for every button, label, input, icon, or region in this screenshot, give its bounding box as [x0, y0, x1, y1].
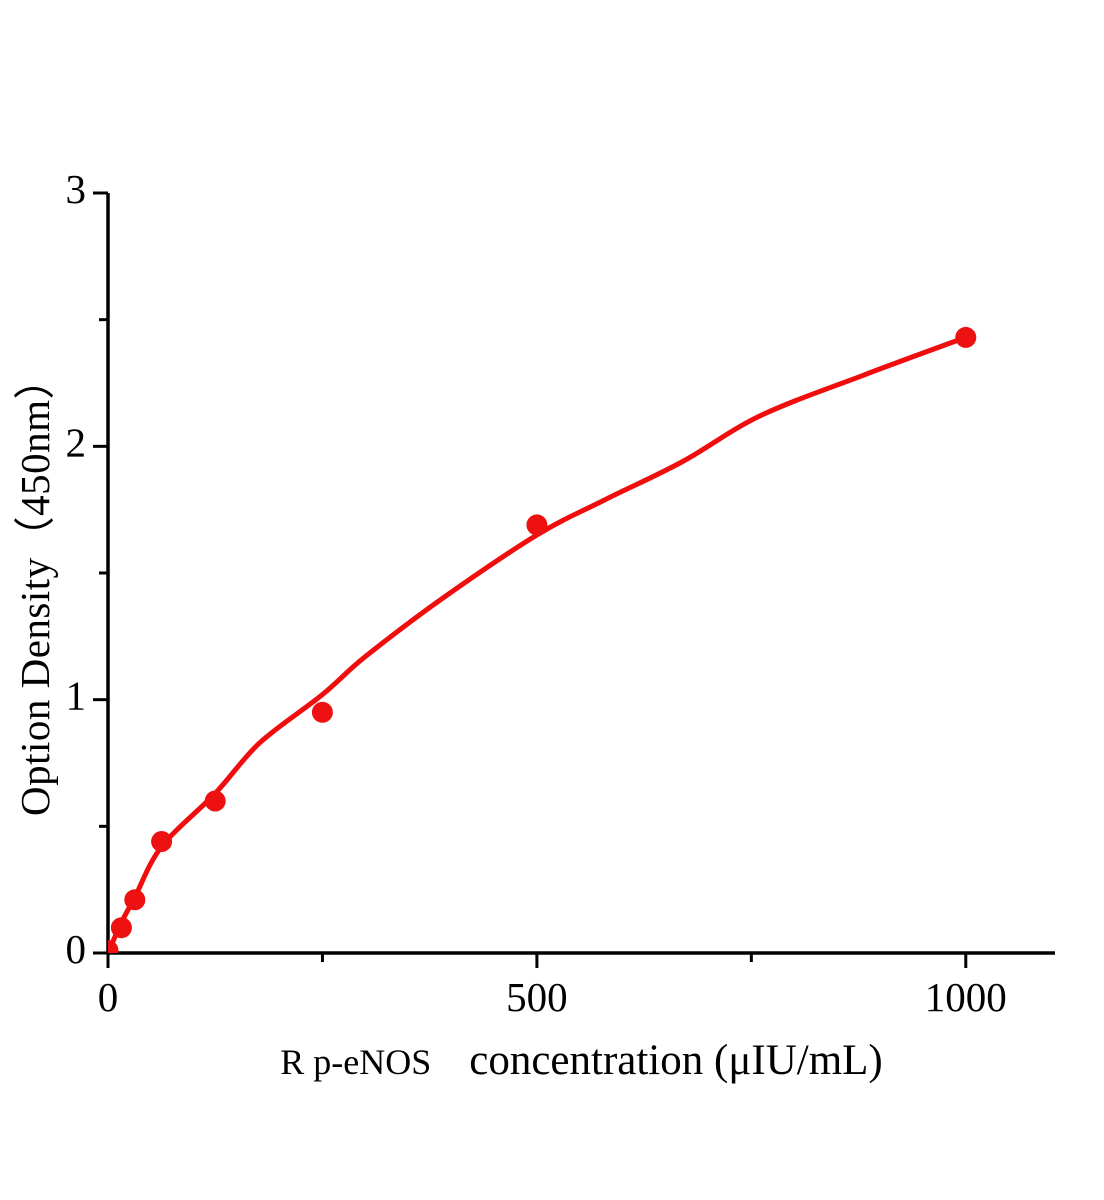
y-tick-label-2: 2	[66, 419, 87, 465]
x-axis-title-main: concentration (μIU/mL)	[469, 1037, 883, 1084]
data-point-x1000	[955, 326, 977, 348]
x-tick-label-0: 0	[98, 974, 119, 1020]
data-point-x500	[526, 514, 548, 536]
x-axis-title: R p-eNOS concentration (μIU/mL)	[108, 1036, 1055, 1085]
data-point-x0	[108, 940, 119, 953]
data-point-x31.25	[124, 889, 146, 911]
y-tick-label-1: 1	[66, 673, 87, 719]
x-tick-label-500: 500	[506, 974, 568, 1020]
fit-curve	[108, 334, 969, 953]
x-axis-title-prefix: R p-eNOS	[280, 1042, 432, 1082]
y-tick-label-3: 3	[66, 166, 87, 212]
x-tick-label-1000: 1000	[925, 974, 1007, 1020]
y-axis-title: Option Density（450nm）	[12, 357, 58, 817]
data-point-x62.5	[151, 831, 173, 852]
data-point-x125	[204, 790, 226, 812]
y-tick-label-0: 0	[66, 926, 87, 972]
data-point-x250	[311, 701, 333, 723]
data-point-x15.6	[110, 917, 132, 939]
